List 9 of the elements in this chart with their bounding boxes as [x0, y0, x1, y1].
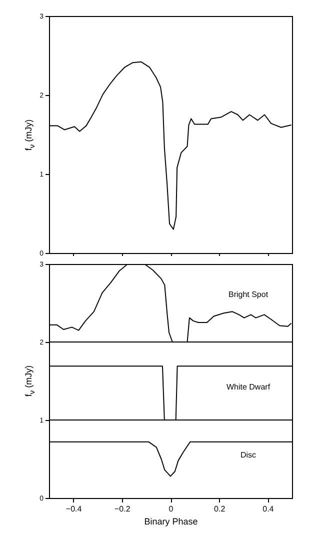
text: White Dwarf — [226, 382, 271, 392]
series-label: Bright Spot — [228, 290, 269, 300]
x-tick-label: −0.4 — [66, 504, 82, 514]
series-label: Disc — [240, 450, 256, 460]
x-axis-title: Binary Phase — [144, 516, 198, 526]
x-tick-label: 0.4 — [262, 504, 274, 514]
x-tick-label: 0 — [168, 504, 174, 514]
x-tick-label: 0.2 — [214, 504, 226, 514]
x-tick-label: −0.2 — [114, 504, 131, 514]
